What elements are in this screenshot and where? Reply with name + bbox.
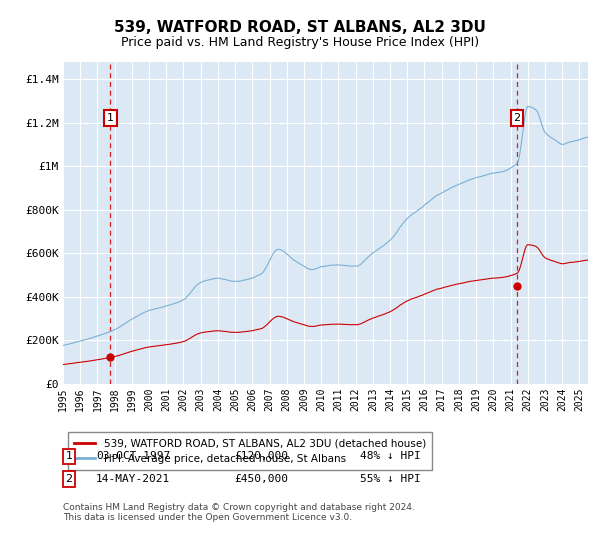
Text: £450,000: £450,000	[234, 474, 288, 484]
Text: 14-MAY-2021: 14-MAY-2021	[96, 474, 170, 484]
Text: 48% ↓ HPI: 48% ↓ HPI	[360, 451, 421, 461]
Text: 2: 2	[65, 474, 73, 484]
Text: Price paid vs. HM Land Registry's House Price Index (HPI): Price paid vs. HM Land Registry's House …	[121, 36, 479, 49]
Text: 1: 1	[107, 113, 114, 123]
Text: £120,000: £120,000	[234, 451, 288, 461]
Text: 1: 1	[65, 451, 73, 461]
Legend: 539, WATFORD ROAD, ST ALBANS, AL2 3DU (detached house), HPI: Average price, deta: 539, WATFORD ROAD, ST ALBANS, AL2 3DU (d…	[68, 432, 432, 470]
Text: 2: 2	[514, 113, 520, 123]
Text: 55% ↓ HPI: 55% ↓ HPI	[360, 474, 421, 484]
Text: 03-OCT-1997: 03-OCT-1997	[96, 451, 170, 461]
Text: 539, WATFORD ROAD, ST ALBANS, AL2 3DU: 539, WATFORD ROAD, ST ALBANS, AL2 3DU	[114, 20, 486, 35]
Text: Contains HM Land Registry data © Crown copyright and database right 2024.
This d: Contains HM Land Registry data © Crown c…	[63, 503, 415, 522]
